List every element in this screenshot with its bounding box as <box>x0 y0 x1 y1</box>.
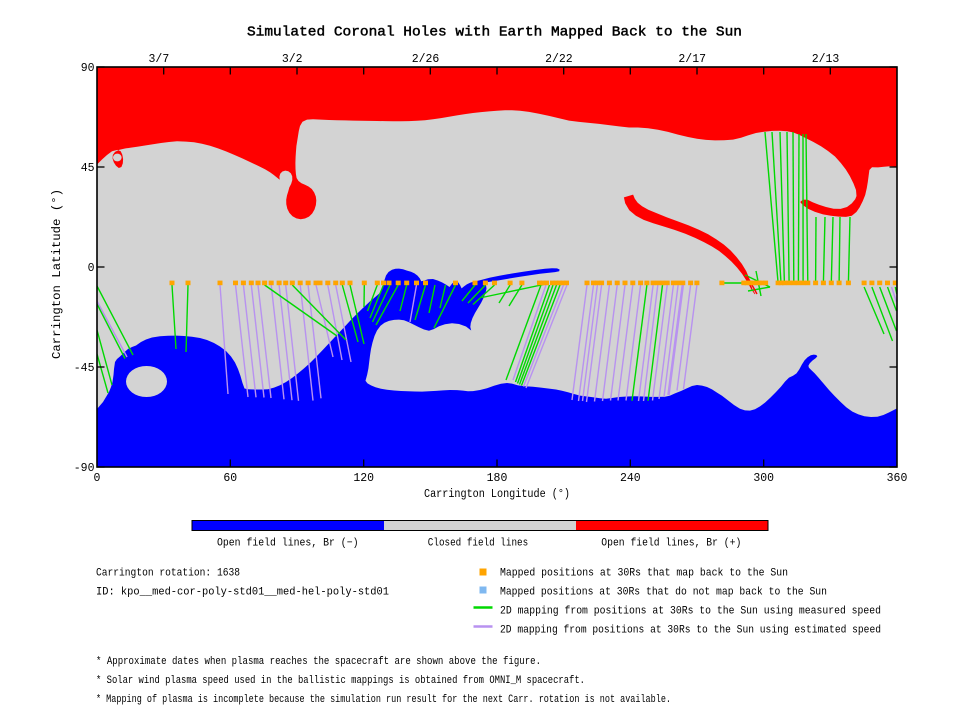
svg-text:Carrington Longitude (°): Carrington Longitude (°) <box>424 488 570 501</box>
svg-text:0: 0 <box>94 472 101 485</box>
svg-text:180: 180 <box>487 472 508 485</box>
svg-text:120: 120 <box>353 472 374 485</box>
svg-text:90: 90 <box>81 62 95 75</box>
svg-text:* Approximate dates when plasm: * Approximate dates when plasma reaches … <box>96 656 541 668</box>
svg-text:Carrington rotation: 1638: Carrington rotation: 1638 <box>96 568 240 580</box>
svg-text:Closed field lines: Closed field lines <box>428 538 528 550</box>
svg-text:Mapped positions at 30Rs that: Mapped positions at 30Rs that map back t… <box>500 568 788 580</box>
svg-text:-90: -90 <box>74 462 95 475</box>
svg-text:240: 240 <box>620 472 641 485</box>
svg-text:Simulated Coronal Holes with E: Simulated Coronal Holes with Earth Mappe… <box>247 25 742 41</box>
svg-text:3/7: 3/7 <box>149 53 170 66</box>
svg-text:45: 45 <box>81 162 95 175</box>
svg-text:2/26: 2/26 <box>412 53 440 66</box>
svg-text:360: 360 <box>887 472 908 485</box>
svg-text:Open field lines, Br (+): Open field lines, Br (+) <box>601 538 741 550</box>
svg-text:Open field lines, Br (−): Open field lines, Br (−) <box>217 538 359 550</box>
svg-text:* Mapping of plasma is incompl: * Mapping of plasma is incomplete becaus… <box>96 694 671 706</box>
svg-text:2/13: 2/13 <box>812 53 840 66</box>
svg-text:300: 300 <box>753 472 774 485</box>
svg-text:Carrington Latitude (°): Carrington Latitude (°) <box>51 189 64 359</box>
svg-text:* Solar wind plasma speed used: * Solar wind plasma speed used in the ba… <box>96 675 585 687</box>
svg-text:2/22: 2/22 <box>545 53 573 66</box>
svg-text:-45: -45 <box>74 362 95 375</box>
svg-text:2D mapping from positions at 3: 2D mapping from positions at 30Rs to the… <box>500 625 881 637</box>
svg-text:0: 0 <box>88 262 95 275</box>
svg-text:ID: kpo__med-cor-poly-std01__m: ID: kpo__med-cor-poly-std01__med-hel-pol… <box>96 587 389 599</box>
svg-text:3/2: 3/2 <box>282 53 303 66</box>
svg-text:Mapped positions at 30Rs that: Mapped positions at 30Rs that do not map… <box>500 587 827 599</box>
svg-text:2D mapping from positions at 3: 2D mapping from positions at 30Rs to the… <box>500 606 881 618</box>
svg-text:60: 60 <box>223 472 237 485</box>
svg-text:2/17: 2/17 <box>678 53 706 66</box>
